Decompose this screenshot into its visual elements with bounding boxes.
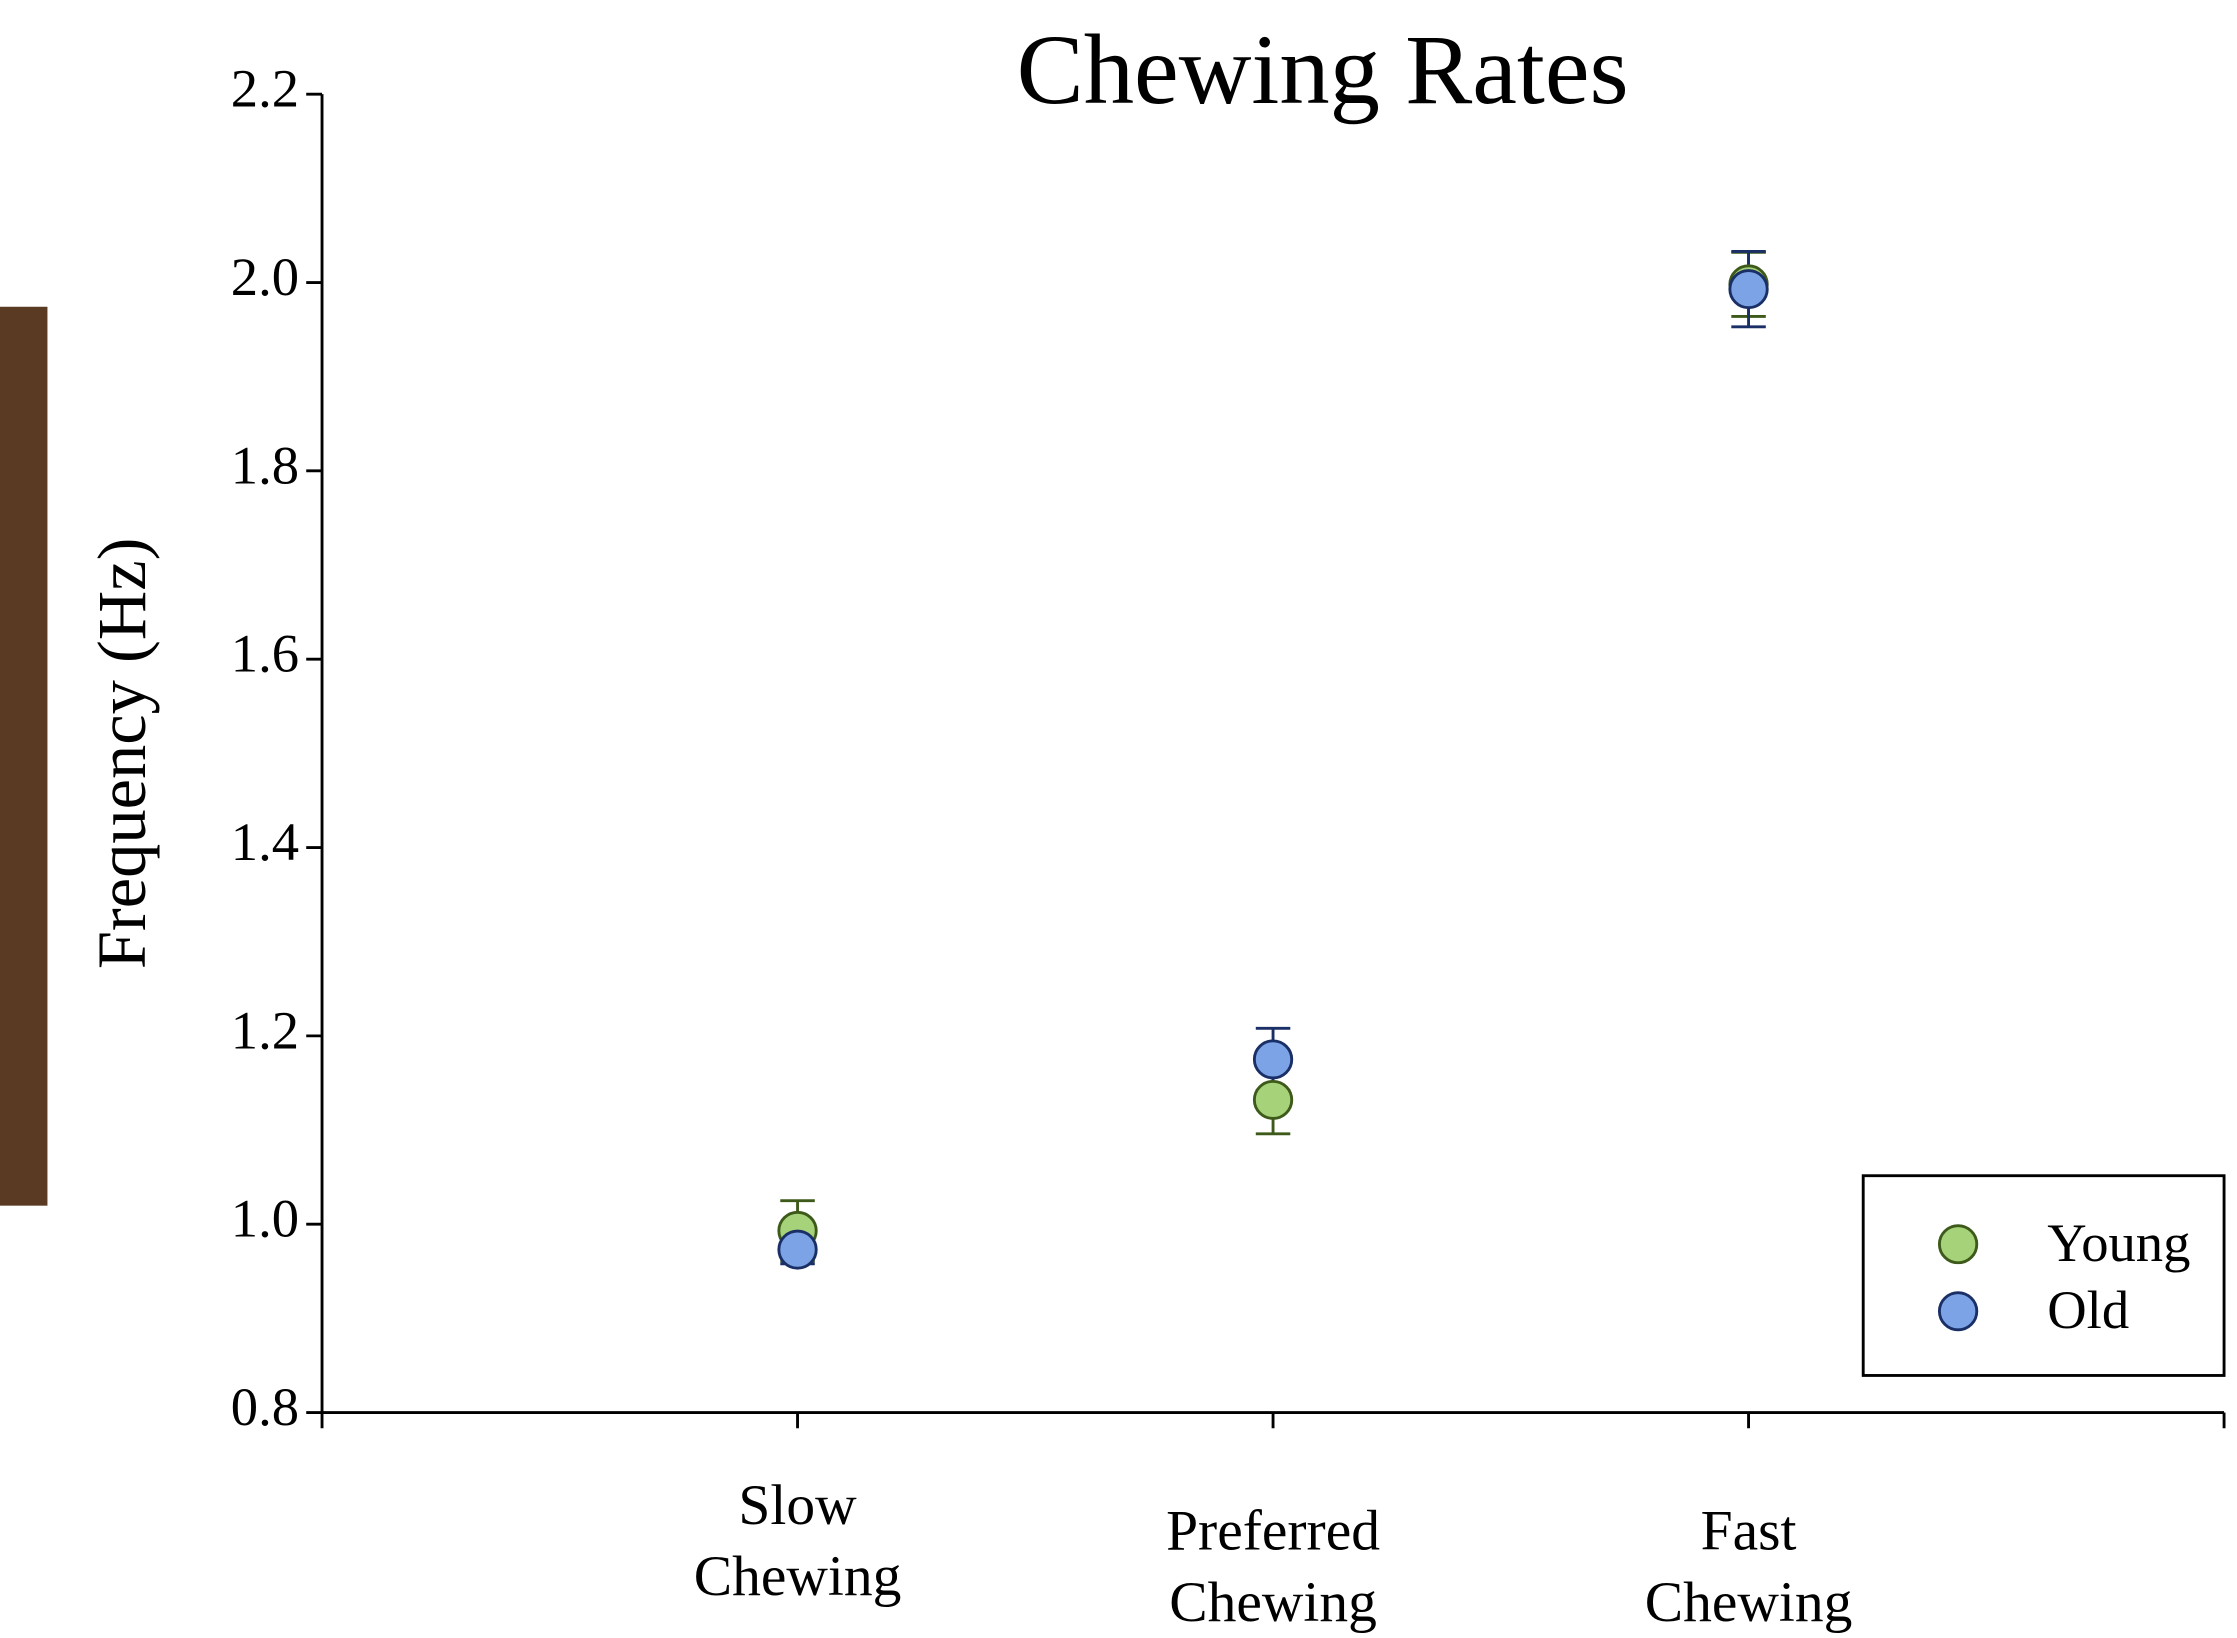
x-tick-label-box: Preferred Chewing bbox=[1115, 1495, 1431, 1638]
legend-label: Old bbox=[2047, 1280, 2129, 1340]
point bbox=[779, 1231, 816, 1268]
chart: Chewing Rates Frequency (Hz) 0.8 1.0 1.2 1.… bbox=[0, 0, 2237, 1638]
legend-label: Young bbox=[2047, 1213, 2190, 1273]
legend-marker bbox=[1939, 1293, 1976, 1330]
y-tick-label: 2.2 bbox=[231, 59, 299, 119]
y-tick-label: 2.0 bbox=[231, 247, 299, 307]
point bbox=[1254, 1081, 1291, 1118]
y-tick-label: 1.8 bbox=[231, 435, 299, 495]
x-tick-label-box: Fast Chewing bbox=[1590, 1495, 1906, 1638]
x-tick-label: Slow Chewing bbox=[690, 1470, 906, 1613]
y-tick-label: 0.8 bbox=[231, 1377, 299, 1437]
point bbox=[1254, 1041, 1291, 1078]
y-tick-label: 1.2 bbox=[231, 1000, 299, 1060]
y-tick-label: 1.6 bbox=[231, 624, 299, 684]
y-axis-label: Frequency (Hz) bbox=[84, 538, 160, 970]
x-tick-label-box: Slow Chewing bbox=[639, 1470, 955, 1638]
legend-box bbox=[1863, 1176, 2224, 1376]
chart-title: Chewing Rates bbox=[1017, 14, 1629, 125]
page: {"chart_data": {"type": "scatter", "titl… bbox=[0, 0, 2237, 1638]
photo-fragment bbox=[0, 307, 47, 1206]
x-tick-label: Preferred Chewing bbox=[1144, 1495, 1403, 1638]
y-tick-label: 1.0 bbox=[231, 1189, 299, 1249]
x-tick-label: Fast Chewing bbox=[1619, 1495, 1878, 1638]
y-tick-label: 1.4 bbox=[231, 812, 299, 872]
legend-marker bbox=[1939, 1226, 1976, 1263]
point bbox=[1730, 271, 1767, 308]
